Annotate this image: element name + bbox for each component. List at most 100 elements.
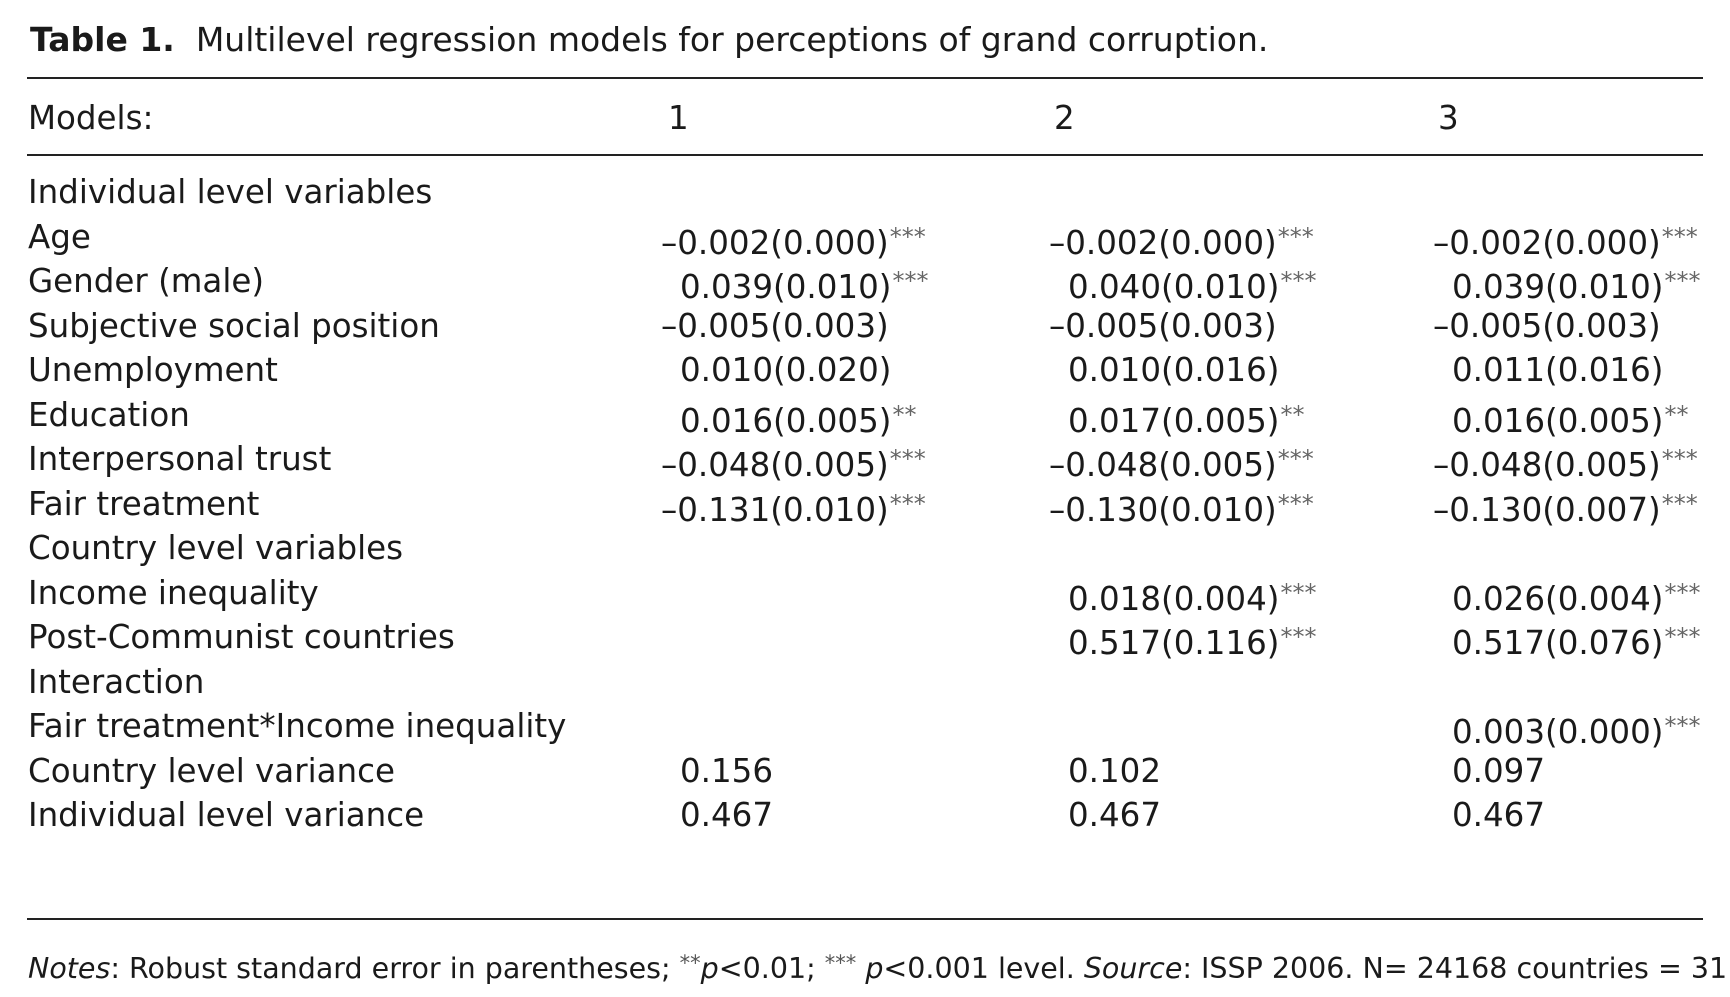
table-row: Country level variance 0.156 0.102 0.097: [0, 751, 1730, 791]
cell-model-2: –0.002(0.000)***: [1049, 217, 1314, 263]
cell-model-2: 0.017(0.005)**: [1068, 395, 1304, 441]
table-row: Fair treatment*Income inequality 0.003(0.…: [0, 706, 1730, 751]
cell-model-2: –0.005(0.003): [1049, 306, 1277, 346]
cell-model-3: 0.517(0.076)***: [1452, 617, 1700, 663]
table-row: Income inequality 0.018(0.004)*** 0.026(0.…: [0, 573, 1730, 618]
significance-stars: **: [1280, 400, 1305, 429]
table-row: Post-Communist countries 0.517(0.116)*** 0…: [0, 617, 1730, 662]
cell-model-2: 0.010(0.016): [1068, 350, 1279, 390]
coefficient-value: 0.018(0.004): [1068, 579, 1280, 618]
table-row: Age –0.002(0.000)*** –0.002(0.000)*** –0.00…: [0, 217, 1730, 262]
coefficient-value: 0.102: [1068, 751, 1162, 790]
cell-model-1: 0.010(0.020): [680, 350, 891, 390]
table-row: Interaction: [0, 662, 1730, 702]
coefficient-value: –0.048(0.005): [1433, 446, 1661, 484]
significance-stars: ***: [892, 267, 929, 295]
cell-model-3: 0.467: [1452, 795, 1545, 835]
coefficient-value: –0.005(0.003): [1049, 306, 1277, 345]
coefficient-value: –0.130(0.010): [1049, 490, 1277, 529]
cell-model-2: –0.130(0.010)***: [1049, 484, 1314, 530]
significance-stars: ***: [1664, 712, 1701, 740]
cell-model-3: –0.002(0.000)***: [1433, 217, 1698, 263]
row-label: Fair treatment: [28, 484, 260, 523]
significance-stars: ***: [889, 445, 926, 473]
row-label: Individual level variance: [28, 796, 425, 834]
significance-stars: ***: [889, 489, 926, 518]
significance-stars: ***: [1280, 578, 1317, 607]
cell-model-2: 0.467: [1068, 795, 1161, 835]
cell-model-3: –0.048(0.005)***: [1433, 439, 1698, 485]
cell-model-2: –0.048(0.005)***: [1049, 439, 1314, 485]
cell-model-1: 0.039(0.010)***: [680, 261, 928, 307]
row-label: Unemployment: [28, 351, 278, 389]
coefficient-value: 0.467: [1068, 796, 1162, 834]
significance-stars: ***: [1277, 445, 1314, 473]
coefficient-value: 0.016(0.005): [1452, 401, 1664, 440]
coefficient-value: 0.039(0.010): [680, 268, 892, 306]
table-row: Gender (male) 0.039(0.010)*** 0.040(0.010)…: [0, 261, 1730, 306]
coefficient-value: 0.026(0.004): [1452, 579, 1664, 618]
coefficient-value: –0.130(0.007): [1433, 490, 1661, 529]
coefficient-value: 0.517(0.076): [1452, 624, 1664, 662]
notes-sig-2: **: [679, 951, 701, 975]
coefficient-value: 0.517(0.116): [1068, 624, 1280, 662]
coefficient-value: 0.003(0.000): [1452, 713, 1664, 751]
cell-model-3: 0.039(0.010)***: [1452, 261, 1700, 307]
table-number: Table 1.: [30, 20, 175, 59]
cell-model-3: 0.016(0.005)**: [1452, 395, 1688, 441]
notes-sig-3: ***: [824, 951, 857, 975]
table-row: Education 0.016(0.005)** 0.017(0.005)** 0.0…: [0, 395, 1730, 440]
cell-model-3: –0.130(0.007)***: [1433, 484, 1698, 530]
cell-model-2: 0.102: [1068, 751, 1161, 791]
coefficient-value: 0.011(0.016): [1452, 351, 1664, 389]
coefficient-value: 0.467: [1452, 796, 1546, 834]
row-label: Country level variance: [28, 751, 395, 790]
significance-stars: ***: [1280, 623, 1317, 651]
table-row: Fair treatment –0.131(0.010)*** –0.130(0.0…: [0, 484, 1730, 529]
significance-stars: ***: [889, 222, 926, 251]
notes-text-4: : ISSP 2006. N= 24168 countries = 31.: [1182, 952, 1730, 985]
table-row: Individual level variance 0.467 0.467 0.467: [0, 795, 1730, 835]
notes-p-2: p: [856, 952, 884, 985]
significance-stars: **: [1664, 400, 1689, 429]
header-model-3: 3: [1438, 99, 1459, 137]
notes-label: Notes: [28, 952, 111, 985]
cell-model-3: 0.026(0.004)***: [1452, 573, 1700, 619]
notes-p-1: p: [700, 952, 719, 985]
row-label: Individual level variables: [28, 173, 433, 211]
notes-text-1: : Robust standard error in parentheses;: [110, 952, 680, 985]
top-rule: [27, 77, 1703, 79]
table-row: Country level variables: [0, 528, 1730, 568]
significance-stars: ***: [1661, 445, 1698, 473]
table-notes: Notes: Robust standard error in parenthe…: [28, 944, 1730, 988]
significance-stars: ***: [1280, 267, 1317, 295]
row-label: Education: [28, 395, 190, 434]
cell-model-1: –0.002(0.000)***: [661, 217, 926, 263]
header-model-1: 1: [668, 99, 689, 137]
cell-model-2: 0.040(0.010)***: [1068, 261, 1316, 307]
row-label: Country level variables: [28, 529, 404, 567]
source-label: Source: [1083, 952, 1183, 985]
significance-stars: ***: [1664, 623, 1701, 651]
cell-model-1: –0.131(0.010)***: [661, 484, 926, 530]
header-model-2: 2: [1054, 99, 1075, 137]
coefficient-value: 0.467: [680, 796, 774, 834]
row-label: Interpersonal trust: [28, 440, 332, 478]
bottom-rule: [27, 918, 1703, 920]
coefficient-value: –0.002(0.000): [661, 223, 889, 262]
row-label: Subjective social position: [28, 306, 440, 345]
cell-model-1: 0.016(0.005)**: [680, 395, 916, 441]
coefficient-value: –0.131(0.010): [661, 490, 889, 529]
significance-stars: ***: [1277, 222, 1314, 251]
cell-model-1: 0.467: [680, 795, 773, 835]
coefficient-value: 0.016(0.005): [680, 401, 892, 440]
coefficient-value: –0.048(0.005): [661, 446, 889, 484]
cell-model-3: 0.003(0.000)***: [1452, 706, 1700, 752]
table-row: Interpersonal trust –0.048(0.005)*** –0.04…: [0, 439, 1730, 484]
significance-stars: **: [892, 400, 917, 429]
cell-model-2: 0.517(0.116)***: [1068, 617, 1316, 663]
notes-text-2: <0.01;: [718, 952, 825, 985]
row-label: Gender (male): [28, 262, 265, 300]
significance-stars: ***: [1664, 267, 1701, 295]
